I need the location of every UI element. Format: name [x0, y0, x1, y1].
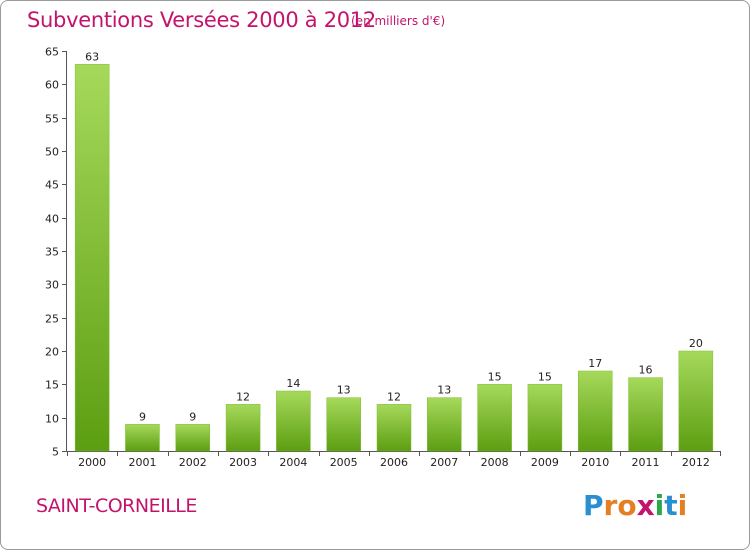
- bar: [225, 404, 261, 452]
- proxiti-logo: Proxiti: [583, 489, 687, 522]
- x-tick-label: 2004: [279, 456, 307, 469]
- bar: [376, 404, 412, 452]
- x-tick-label: 2011: [632, 456, 660, 469]
- bar: [678, 350, 714, 452]
- x-tick-label: 2005: [330, 456, 358, 469]
- logo-letter: x: [636, 489, 655, 522]
- bar: [125, 424, 160, 452]
- y-tick-label: 65: [45, 46, 59, 59]
- chart-axes: 5 10 15 20 25 30 35 40 45 50 55 60 65 2000 2001 2002 200…: [45, 46, 721, 469]
- logo-letter: i: [654, 489, 665, 522]
- y-tick-label: 40: [45, 213, 59, 226]
- x-tick-label: 2008: [481, 456, 509, 469]
- data-label: 63: [85, 50, 99, 63]
- commune-name: SAINT-CORNEILLE: [36, 495, 197, 517]
- bar: [175, 424, 211, 452]
- logo-letter: r: [603, 489, 618, 522]
- data-label: 13: [337, 384, 351, 397]
- x-tick-label: 2009: [531, 456, 559, 469]
- bar: [527, 384, 563, 452]
- chart-unit-label: (en milliers d'€): [351, 14, 446, 28]
- x-tick-label: 2001: [128, 456, 156, 469]
- bar: [326, 397, 361, 452]
- chart-bars: [74, 64, 714, 452]
- bar: [74, 64, 110, 452]
- y-tick-label: 45: [45, 179, 59, 192]
- data-label: 13: [437, 384, 451, 397]
- y-tick-label: 10: [45, 413, 59, 426]
- data-label: 15: [538, 370, 552, 383]
- data-label: 20: [689, 337, 703, 350]
- y-tick-label: 55: [45, 113, 59, 126]
- data-label: 15: [488, 370, 502, 383]
- x-tick-label: 2003: [229, 456, 257, 469]
- data-label: 16: [639, 364, 653, 377]
- bar: [276, 390, 311, 452]
- chart-title: Subventions Versées 2000 à 2012: [27, 8, 376, 32]
- data-label: 9: [139, 410, 146, 423]
- bar: [427, 397, 462, 452]
- y-tick-label: 20: [45, 346, 59, 359]
- bar: [628, 377, 663, 452]
- data-label: 12: [236, 390, 250, 403]
- bar: [477, 384, 512, 452]
- data-label: 9: [189, 410, 196, 423]
- y-tick-label: 15: [45, 379, 59, 392]
- y-tick-label: 25: [45, 313, 59, 326]
- y-tick-label: 35: [45, 246, 59, 259]
- x-tick-label: 2002: [179, 456, 207, 469]
- x-tick-label: 2010: [581, 456, 609, 469]
- logo-letter: t: [664, 489, 678, 522]
- y-tick-label: 30: [45, 279, 59, 292]
- x-tick-label: 2000: [78, 456, 106, 469]
- x-tick-label: 2012: [682, 456, 710, 469]
- data-label: 17: [588, 357, 602, 370]
- chart-value-labels: 63 9 9 12 14 13 12 13 15 15 17 16 20: [85, 50, 703, 423]
- logo-letter: P: [583, 489, 604, 522]
- logo-letter: o: [617, 489, 637, 522]
- y-tick-label: 50: [45, 146, 59, 159]
- logo-letter: i: [677, 489, 688, 522]
- data-label: 12: [387, 390, 401, 403]
- bar: [577, 370, 613, 452]
- data-label: 14: [286, 377, 300, 390]
- y-tick-label: 60: [45, 79, 59, 92]
- y-tick-label: 5: [52, 446, 59, 459]
- x-tick-label: 2006: [380, 456, 408, 469]
- x-tick-label: 2007: [430, 456, 458, 469]
